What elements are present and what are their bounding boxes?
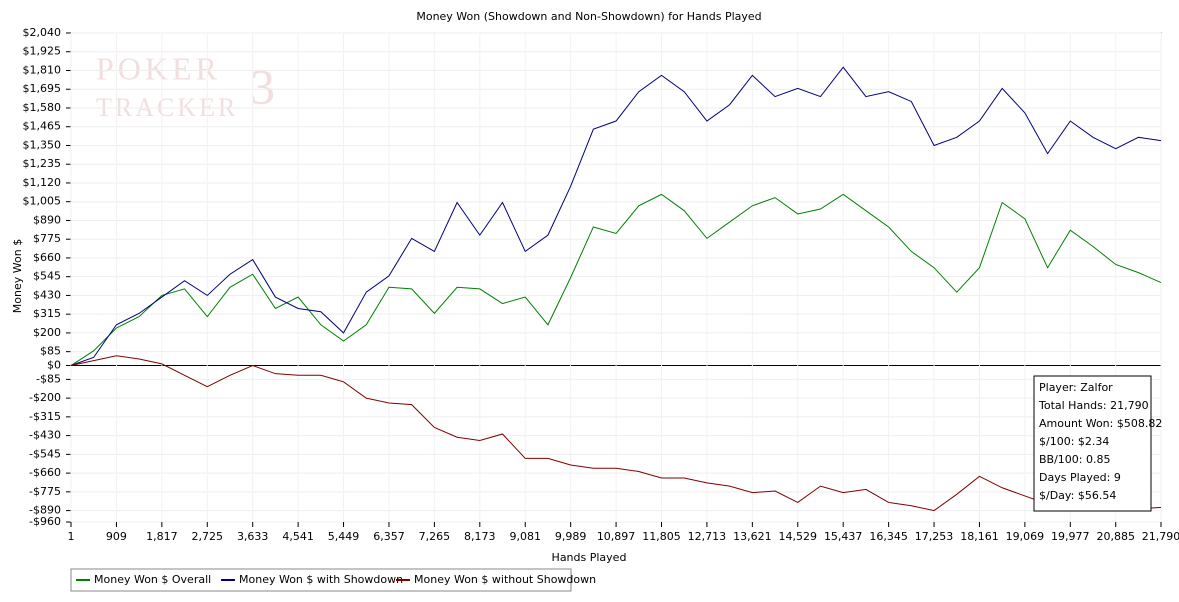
x-tick-label: 8,173 — [464, 530, 496, 543]
y-tick-label: $1,120 — [23, 176, 62, 189]
x-tick-label: 9,989 — [555, 530, 587, 543]
y-tick-label: $1,695 — [23, 82, 62, 95]
y-tick-label: $2,040 — [23, 26, 62, 39]
x-tick-label: 15,437 — [824, 530, 863, 543]
series-line — [70, 355, 1162, 512]
x-tick-label: 21,790 — [1142, 530, 1179, 543]
y-tick-label: $200 — [33, 326, 61, 339]
x-tick-label: 14,529 — [779, 530, 818, 543]
x-tick-label: 10,897 — [597, 530, 636, 543]
info-box — [1033, 375, 1152, 512]
watermark-text: TRACKER — [96, 93, 238, 122]
y-tick-label: $1,810 — [23, 63, 62, 76]
y-tick-label: $1,465 — [23, 120, 62, 133]
watermark-text: 3 — [250, 58, 275, 114]
chart-title: Money Won (Showdown and Non-Showdown) fo… — [416, 10, 761, 23]
legend-label: Money Won $ with Showdown — [239, 573, 403, 586]
y-tick-label: $0 — [47, 359, 61, 372]
x-tick-label: 9,081 — [509, 530, 541, 543]
y-tick-label: $545 — [33, 270, 61, 283]
x-tick-label: 909 — [106, 530, 127, 543]
x-tick-label: 18,161 — [960, 530, 999, 543]
series-line — [70, 66, 1162, 366]
y-tick-label: $775 — [33, 232, 61, 245]
info-text: Days Played: 9 — [1039, 471, 1121, 484]
y-tick-label: $430 — [33, 288, 61, 301]
x-tick-label: 5,449 — [328, 530, 360, 543]
legend — [70, 568, 572, 592]
x-tick-label: 2,725 — [192, 530, 224, 543]
series-line — [70, 193, 1162, 366]
y-tick-label: $1,580 — [23, 101, 62, 114]
x-tick-label: 7,265 — [419, 530, 451, 543]
x-tick-label: 17,253 — [915, 530, 954, 543]
x-tick-label: 19,977 — [1051, 530, 1090, 543]
y-tick-label: $660 — [33, 251, 61, 264]
info-text: Total Hands: 21,790 — [1038, 399, 1149, 412]
x-tick-label: 12,713 — [688, 530, 727, 543]
info-text: Amount Won: $508.82 — [1039, 417, 1162, 430]
y-tick-label: $890 — [33, 213, 61, 226]
y-tick-label: -$85 — [36, 372, 61, 385]
x-tick-label: 4,541 — [282, 530, 314, 543]
x-axis-label: Hands Played — [552, 551, 627, 564]
y-tick-label: -$660 — [29, 466, 61, 479]
info-text: $/Day: $56.54 — [1039, 489, 1116, 502]
x-tick-label: 13,621 — [733, 530, 772, 543]
y-tick-label: $85 — [40, 345, 61, 358]
y-axis-label: Money Won $ — [11, 239, 24, 313]
x-tick-label: 1,817 — [146, 530, 178, 543]
x-tick-label: 11,805 — [642, 530, 681, 543]
y-tick-label: -$200 — [29, 391, 61, 404]
watermark-text: POKER — [96, 50, 221, 86]
y-tick-label: -$430 — [29, 429, 61, 442]
x-tick-label: 3,633 — [237, 530, 269, 543]
info-text: Player: Zalfor — [1039, 381, 1113, 394]
y-tick-label: -$315 — [29, 410, 61, 423]
legend-label: Money Won $ Overall — [94, 573, 211, 586]
y-tick-label: $1,005 — [23, 195, 62, 208]
y-tick-label: $315 — [33, 307, 61, 320]
y-tick-label: $1,235 — [23, 157, 62, 170]
y-tick-label: -$890 — [29, 504, 61, 517]
y-tick-label: -$545 — [29, 447, 61, 460]
legend-label: Money Won $ without Showdown — [414, 573, 596, 586]
x-tick-label: 20,885 — [1096, 530, 1135, 543]
info-text: BB/100: 0.85 — [1039, 453, 1111, 466]
x-tick-label: 1 — [68, 530, 75, 543]
y-tick-label: $1,350 — [23, 138, 62, 151]
x-tick-label: 16,345 — [869, 530, 908, 543]
x-tick-label: 6,357 — [373, 530, 405, 543]
y-tick-label: $1,925 — [23, 45, 62, 58]
info-text: $/100: $2.34 — [1039, 435, 1109, 448]
x-tick-label: 19,069 — [1006, 530, 1045, 543]
y-tick-label: -$775 — [29, 485, 61, 498]
y-tick-label: -$960 — [29, 515, 61, 528]
